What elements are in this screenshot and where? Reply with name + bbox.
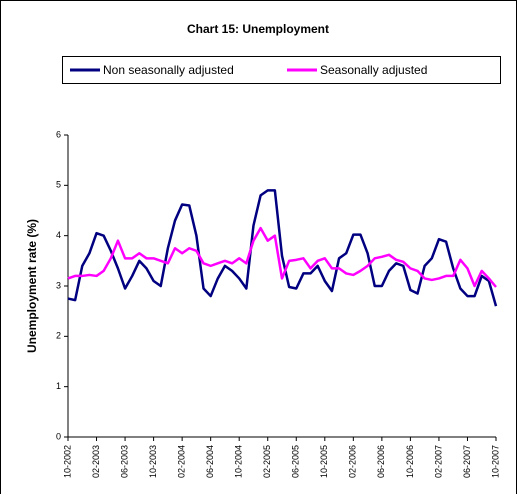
x-tick-label: 10-2005 [319, 445, 329, 478]
x-tick-label: 02-2005 [262, 445, 272, 478]
legend-box [62, 56, 501, 84]
x-tick-label: 06-2005 [291, 445, 301, 478]
legend-label: Seasonally adjusted [320, 63, 427, 77]
y-tick-label: 4 [56, 230, 61, 240]
y-tick-label: 3 [56, 280, 61, 290]
chart-title: Chart 15: Unemployment [187, 22, 329, 36]
x-tick-label: 10-2002 [62, 445, 72, 478]
x-tick-label: 02-2004 [177, 445, 187, 478]
x-tick-label: 10-2003 [148, 445, 158, 478]
y-tick-label: 0 [56, 431, 61, 441]
x-tick-label: 10-2007 [490, 445, 500, 478]
series-line [67, 189, 498, 307]
x-tick-label: 02-2003 [91, 445, 101, 478]
legend-label: Non seasonally adjusted [103, 63, 234, 77]
x-tick-label: 06-2006 [376, 445, 386, 478]
x-tick-label: 02-2006 [348, 445, 358, 478]
y-axis-label: Unemployment rate (%) [25, 219, 39, 353]
x-tick-label: 06-2007 [462, 445, 472, 478]
series-line [67, 226, 497, 288]
y-tick-label: 2 [56, 331, 61, 341]
x-tick-label: 10-2006 [405, 445, 415, 478]
y-tick-label: 6 [56, 129, 61, 139]
x-tick-label: 06-2003 [119, 445, 129, 478]
y-tick-label: 5 [56, 180, 61, 190]
x-tick-label: 10-2004 [234, 445, 244, 478]
y-tick-label: 1 [56, 381, 61, 391]
x-tick-label: 02-2007 [433, 445, 443, 478]
x-tick-label: 06-2004 [205, 445, 215, 478]
